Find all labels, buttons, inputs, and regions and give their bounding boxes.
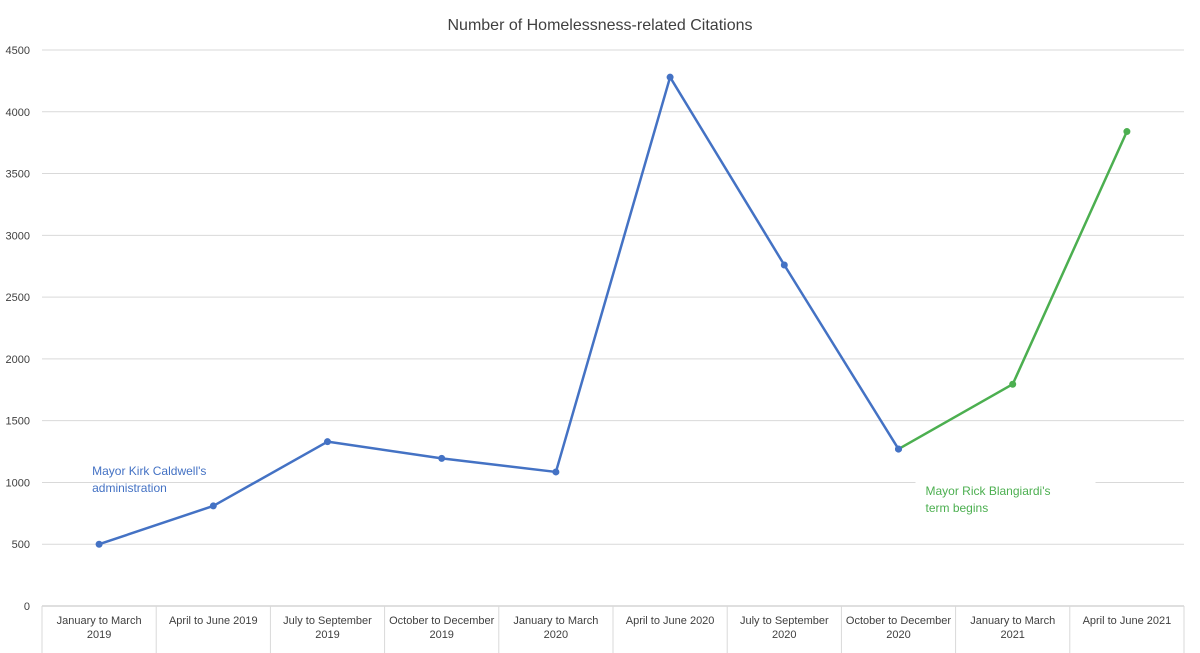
y-tick-label: 4500 xyxy=(6,45,30,57)
y-tick-label: 0 xyxy=(24,601,30,613)
data-point xyxy=(95,540,103,548)
y-tick-label: 2500 xyxy=(6,292,30,304)
y-tick-label: 1500 xyxy=(6,416,30,428)
data-point xyxy=(209,502,217,510)
x-tick-label: January to March 2021 xyxy=(970,615,1055,641)
y-tick-label: 3500 xyxy=(6,169,30,181)
data-point xyxy=(1009,380,1017,388)
data-point xyxy=(780,261,788,269)
x-tick-label: January to March 2019 xyxy=(57,615,142,641)
annotation-background xyxy=(915,478,1096,519)
annotation-label: Mayor Kirk Caldwell's administration xyxy=(92,464,206,495)
x-tick-label: April to June 2019 xyxy=(169,615,258,627)
x-axis-tick-labels: January to March 2019 April to June 2019 Ju… xyxy=(57,615,1172,641)
y-axis-tick-labels: 0 500 1000 1500 2000 2500 3000 3500 4000 4500 xyxy=(6,45,30,613)
x-tick-label: April to June 2020 xyxy=(626,615,715,627)
y-tick-label: 1000 xyxy=(6,477,30,489)
chart-title: Number of Homelessness-related Citations xyxy=(447,17,752,34)
series-layer xyxy=(95,73,1131,548)
data-point xyxy=(438,454,446,462)
x-tick-label: October to December 2020 xyxy=(846,615,951,641)
y-tick-label: 500 xyxy=(12,539,30,551)
y-tick-label: 3000 xyxy=(6,230,30,242)
gridlines xyxy=(41,49,1185,653)
data-point xyxy=(324,438,331,446)
series-line-1 xyxy=(897,130,1129,451)
x-tick-label: July to September 2020 xyxy=(740,615,829,641)
data-point xyxy=(552,468,560,476)
annotation-label: Mayor Rick Blangiardi's term begins xyxy=(926,484,1051,515)
x-tick-label: April to June 2021 xyxy=(1083,615,1172,627)
series-line-0 xyxy=(97,75,900,546)
data-point xyxy=(895,445,902,453)
x-tick-label: January to March 2020 xyxy=(513,615,598,641)
x-tick-label: July to September 2019 xyxy=(283,615,372,641)
data-point xyxy=(1123,128,1131,136)
x-tick-label: October to December 2019 xyxy=(389,615,494,641)
data-point xyxy=(666,73,674,81)
y-tick-label: 4000 xyxy=(6,107,30,119)
y-tick-label: 2000 xyxy=(6,354,30,366)
annotations: Mayor Kirk Caldwell's administration Mayor… xyxy=(92,464,1096,519)
